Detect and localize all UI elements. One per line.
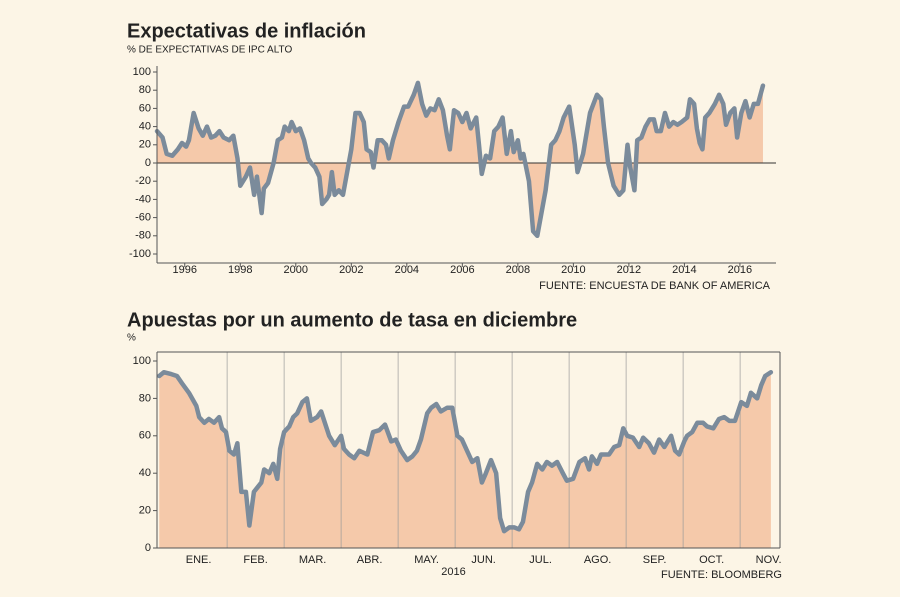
y-tick-label: 0 bbox=[145, 542, 151, 554]
y-tick-label: 80 bbox=[139, 84, 151, 96]
area bbox=[159, 372, 771, 548]
x-tick-label: ENE. bbox=[186, 554, 212, 566]
x-tick-label: JUL. bbox=[529, 554, 552, 566]
x-tick-label: 2016 bbox=[728, 264, 752, 276]
y-tick-label: 20 bbox=[139, 505, 151, 517]
y-tick-label: 80 bbox=[139, 392, 151, 404]
x-tick-label: 2008 bbox=[506, 264, 530, 276]
x-tick-label: SEP. bbox=[643, 554, 667, 566]
source: FUENTE: ENCUESTA DE BANK OF AMERICA bbox=[539, 280, 770, 292]
x-tick-label: 2002 bbox=[339, 264, 363, 276]
x-tick-label: FEB. bbox=[243, 554, 267, 566]
y-tick-label: 0 bbox=[145, 157, 151, 169]
y-tick-label: 40 bbox=[139, 121, 151, 133]
chart-subtitle: % bbox=[127, 333, 136, 344]
annotation: 2016 bbox=[441, 566, 465, 578]
x-tick-label: 2000 bbox=[284, 264, 308, 276]
y-tick-label: 100 bbox=[133, 66, 151, 78]
y-tick-label: 40 bbox=[139, 467, 151, 479]
x-tick-label: 2012 bbox=[617, 264, 641, 276]
y-tick-label: -60 bbox=[135, 212, 151, 224]
x-tick-label: 2014 bbox=[672, 264, 696, 276]
line bbox=[154, 80, 766, 239]
x-tick-label: 2010 bbox=[561, 264, 585, 276]
line bbox=[157, 369, 774, 534]
y-tick-label: -40 bbox=[135, 193, 151, 205]
y-tick-label: 60 bbox=[139, 102, 151, 114]
x-tick-label: MAY. bbox=[414, 554, 439, 566]
y-tick-label: -20 bbox=[135, 175, 151, 187]
source: FUENTE: BLOOMBERG bbox=[661, 569, 782, 581]
x-tick-label: 2004 bbox=[395, 264, 419, 276]
y-tick-label: 100 bbox=[133, 355, 151, 367]
x-tick-label: NOV. bbox=[756, 554, 782, 566]
x-tick-label: 1996 bbox=[173, 264, 197, 276]
x-tick-label: JUN. bbox=[471, 554, 495, 566]
y-tick-label: 20 bbox=[139, 139, 151, 151]
chart-subtitle: % DE EXPECTATIVAS DE IPC ALTO bbox=[127, 45, 292, 56]
x-tick-label: AGO. bbox=[584, 554, 612, 566]
area bbox=[157, 82, 763, 236]
x-tick-label: OCT. bbox=[699, 554, 724, 566]
x-tick-label: 1998 bbox=[228, 264, 252, 276]
chart-title: Expectativas de inflación bbox=[127, 20, 366, 42]
chart-title: Apuestas por un aumento de tasa en dicie… bbox=[127, 309, 577, 331]
y-tick-label: -80 bbox=[135, 230, 151, 242]
y-tick-label: -100 bbox=[129, 248, 151, 260]
x-tick-label: ABR. bbox=[357, 554, 383, 566]
x-tick-label: 2006 bbox=[450, 264, 474, 276]
y-tick-label: 60 bbox=[139, 430, 151, 442]
x-tick-label: MAR. bbox=[299, 554, 327, 566]
